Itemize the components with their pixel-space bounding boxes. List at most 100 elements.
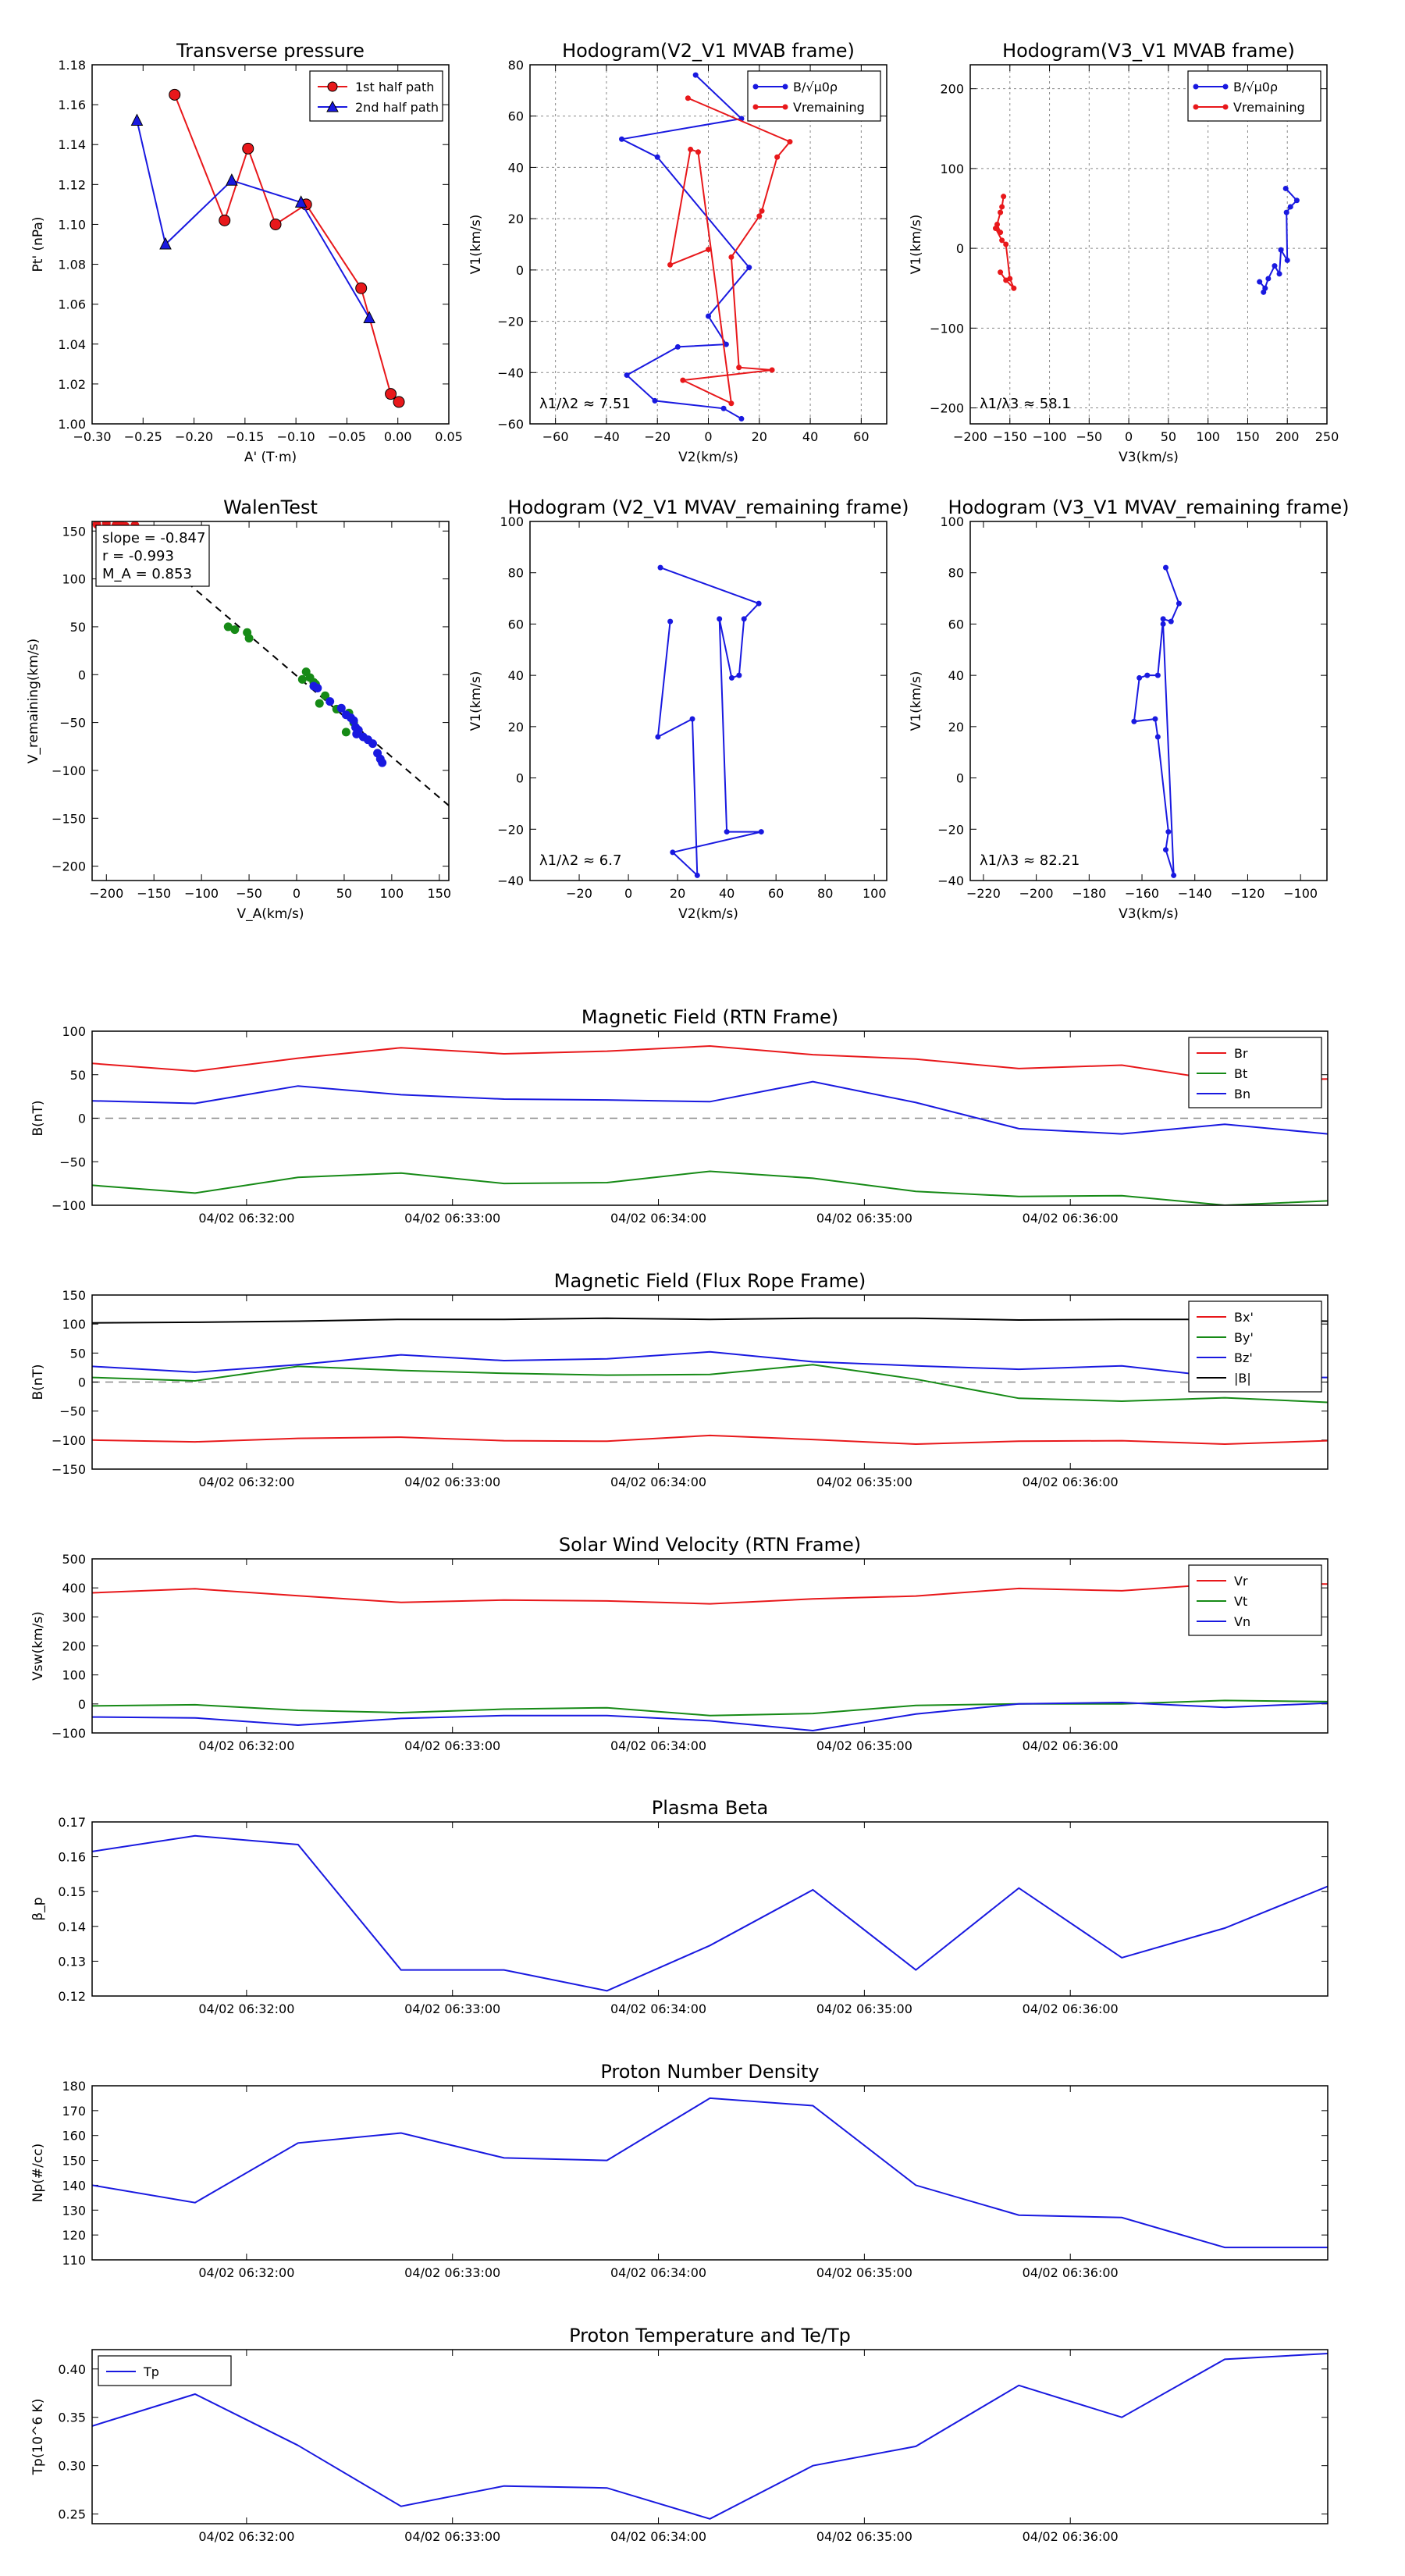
y-tick-label: 60 — [948, 617, 964, 632]
y-tick-label: 0.25 — [58, 2507, 86, 2522]
annotation-text: λ1/λ2 ≈ 7.51 — [539, 396, 631, 412]
y-tick-label: −200 — [930, 401, 964, 416]
data-point — [685, 95, 691, 101]
y-tick-label: −40 — [497, 365, 524, 380]
chart-title: WalenTest — [223, 496, 318, 518]
y-tick-label: 0.17 — [58, 1815, 86, 1830]
y-tick-label: 180 — [62, 2079, 86, 2094]
y-tick-label: −20 — [497, 315, 524, 329]
plot-frame — [529, 521, 887, 881]
x-tick-label: 04/02 06:35:00 — [816, 1475, 912, 1489]
series-line-hodogram — [656, 567, 762, 877]
plot-frame — [91, 521, 450, 881]
data-point — [787, 139, 793, 145]
plot-frame — [529, 64, 887, 425]
x-tick-label: 0 — [293, 886, 301, 901]
data-point — [689, 716, 695, 722]
data-point — [992, 226, 998, 232]
data-point — [1154, 672, 1161, 678]
y-tick-label: 400 — [62, 1581, 86, 1596]
x-tick-label: −0.20 — [175, 429, 213, 444]
data-point — [692, 72, 699, 78]
x-tick-label: −0.05 — [328, 429, 366, 444]
series-line-beta — [92, 1834, 1328, 1992]
data-point — [393, 396, 405, 408]
data-point — [1160, 616, 1166, 622]
data-point — [1278, 247, 1284, 253]
y-axis-label: V1(km/s) — [909, 215, 924, 275]
y-tick-label: 1.10 — [58, 217, 86, 232]
data-point — [655, 734, 661, 740]
stats-text: M_A = 0.853 — [102, 566, 192, 582]
series-line-Np — [92, 2097, 1328, 2249]
data-point — [159, 237, 172, 250]
y-tick-label: 1.04 — [58, 337, 86, 352]
x-tick-label: 04/02 06:32:00 — [198, 2001, 294, 2016]
legend-label: Vr — [1234, 1574, 1248, 1589]
y-axis-label: β_p — [30, 1897, 46, 1920]
y-tick-label: 100 — [940, 514, 964, 529]
y-tick-label: −150 — [52, 1462, 86, 1477]
legend: Vr Vt Vn — [1188, 1564, 1322, 1636]
x-tick-label: −100 — [1283, 886, 1318, 901]
plot-frame — [91, 1821, 1329, 1997]
annotation-text: λ1/λ2 ≈ 6.7 — [539, 852, 621, 869]
legend-marker — [327, 81, 338, 92]
data-point — [756, 600, 762, 607]
data-point — [1284, 257, 1290, 263]
data-point — [1163, 564, 1169, 571]
data-point — [1262, 285, 1268, 291]
legend-label: Bx' — [1234, 1310, 1254, 1325]
data-point — [294, 195, 308, 208]
y-tick-label: 0 — [956, 241, 964, 256]
x-tick-label: 0 — [704, 429, 712, 444]
legend-marker — [782, 84, 788, 90]
legend-marker — [1193, 104, 1199, 110]
y-tick-label: 0 — [78, 667, 86, 682]
y-tick-label: 0.16 — [58, 1850, 86, 1865]
data-point — [1176, 600, 1182, 607]
data-point — [741, 616, 747, 622]
legend-marker — [752, 84, 759, 90]
series-line-B/√μ0ρ — [1258, 187, 1298, 293]
series-line-Bn — [92, 1080, 1328, 1135]
legend-marker — [1222, 84, 1229, 90]
x-tick-label: 250 — [1315, 429, 1339, 444]
data-point — [759, 208, 765, 214]
y-tick-label: 80 — [508, 566, 524, 581]
data-point — [720, 405, 727, 411]
y-tick-label: −20 — [497, 822, 524, 837]
y-tick-label: 1.16 — [58, 98, 86, 112]
data-point — [378, 758, 387, 767]
x-tick-label: 04/02 06:32:00 — [198, 2529, 294, 2544]
y-tick-label: 1.12 — [58, 177, 86, 192]
data-point — [1276, 271, 1282, 277]
x-tick-label: −100 — [184, 886, 219, 901]
data-point — [736, 365, 742, 371]
x-tick-label: 100 — [380, 886, 404, 901]
x-tick-label: 04/02 06:34:00 — [610, 1211, 706, 1226]
data-point — [736, 672, 742, 678]
x-tick-label: 0 — [1125, 429, 1133, 444]
y-tick-label: −40 — [937, 873, 964, 888]
data-point — [1165, 829, 1172, 835]
x-axis-label: V3(km/s) — [1119, 450, 1179, 465]
legend-label: Vremaining — [793, 100, 865, 115]
data-point — [1144, 672, 1151, 678]
y-tick-label: −50 — [59, 716, 86, 731]
chart-title: Hodogram (V2_V1 MVAV_remaining frame) — [507, 496, 909, 518]
x-tick-label: 04/02 06:34:00 — [610, 2001, 706, 2016]
x-tick-label: 50 — [336, 886, 352, 901]
data-point — [624, 372, 630, 379]
data-point — [728, 400, 735, 407]
data-point — [723, 341, 729, 347]
data-point — [325, 697, 335, 706]
chart-title: Hodogram(V2_V1 MVAB frame) — [562, 40, 855, 62]
y-tick-label: 0 — [956, 771, 964, 786]
x-tick-label: 60 — [768, 886, 784, 901]
x-tick-label: 04/02 06:33:00 — [404, 2265, 500, 2280]
legend-box — [98, 2355, 232, 2386]
legend: Bx' By' Bz' |B| — [1188, 1300, 1322, 1393]
data-point — [999, 237, 1005, 244]
